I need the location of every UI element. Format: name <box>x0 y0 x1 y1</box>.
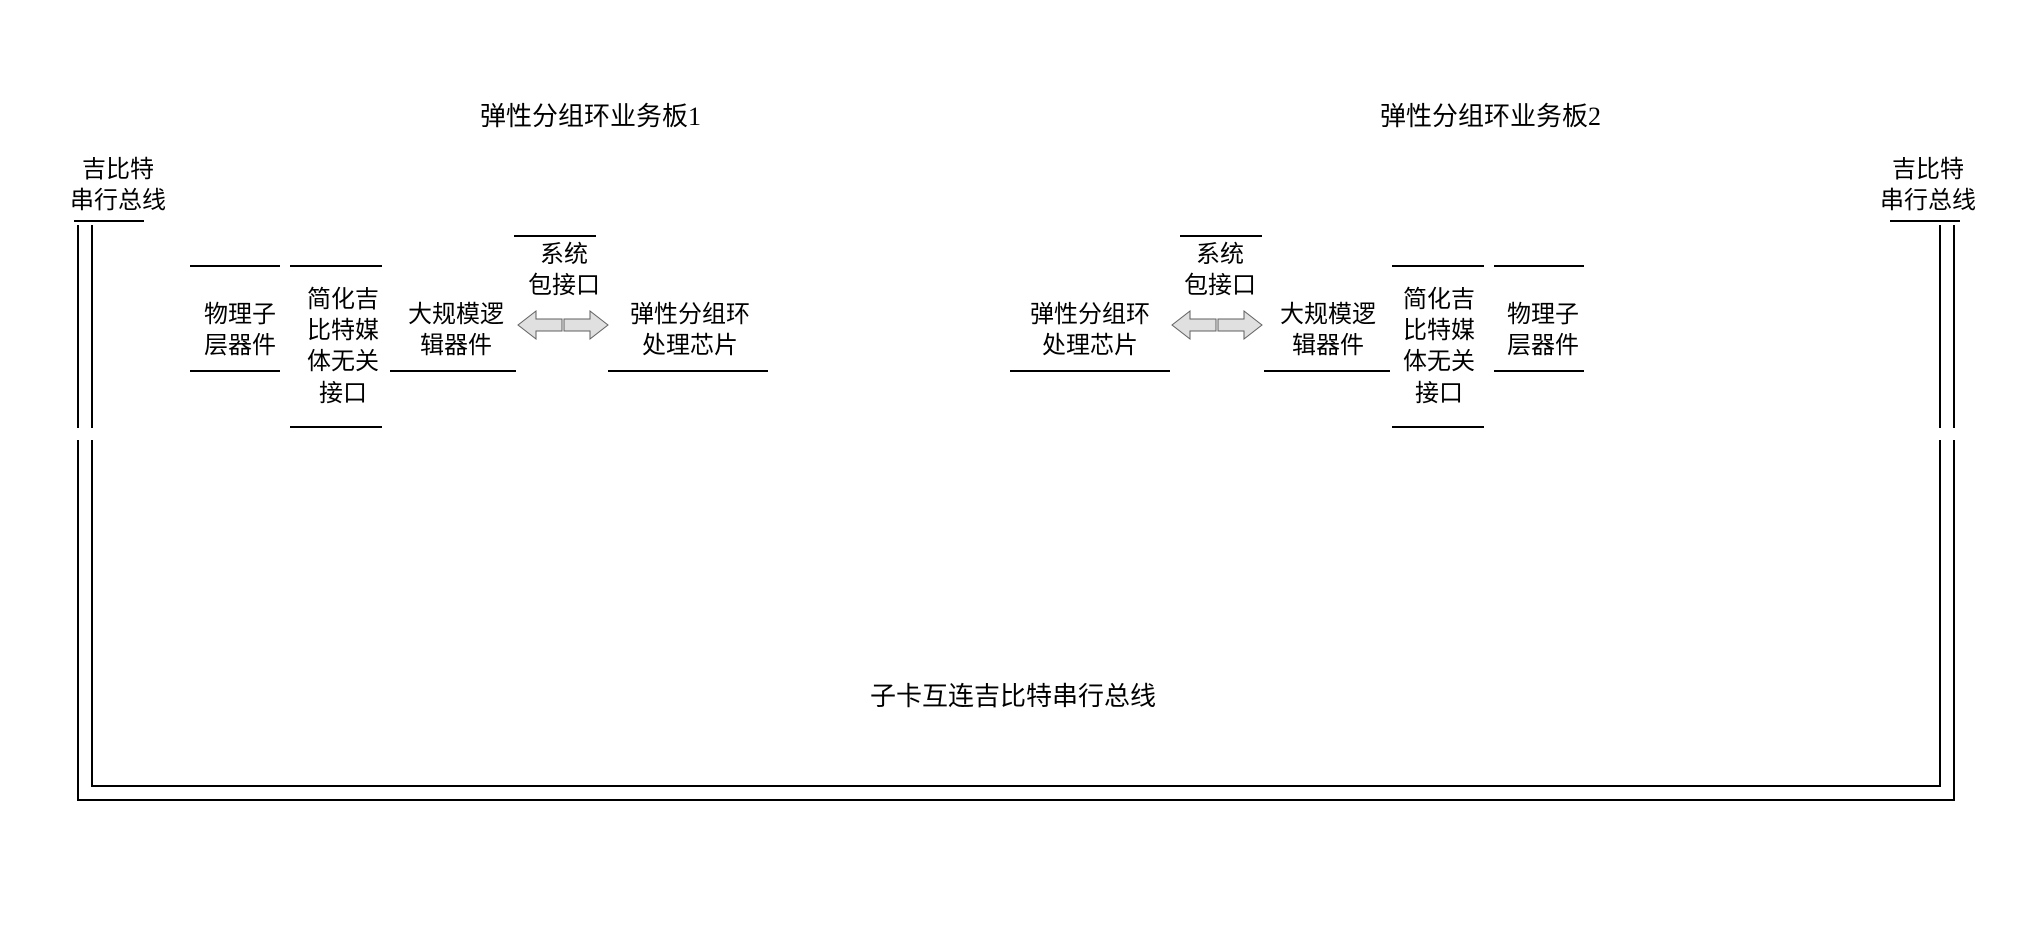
diagram-root: 弹性分组环业务板1 弹性分组环业务板2 吉比特 串行总线 吉比特 串行总线 物理… <box>0 0 2041 929</box>
u-bus-lines <box>0 0 2041 929</box>
